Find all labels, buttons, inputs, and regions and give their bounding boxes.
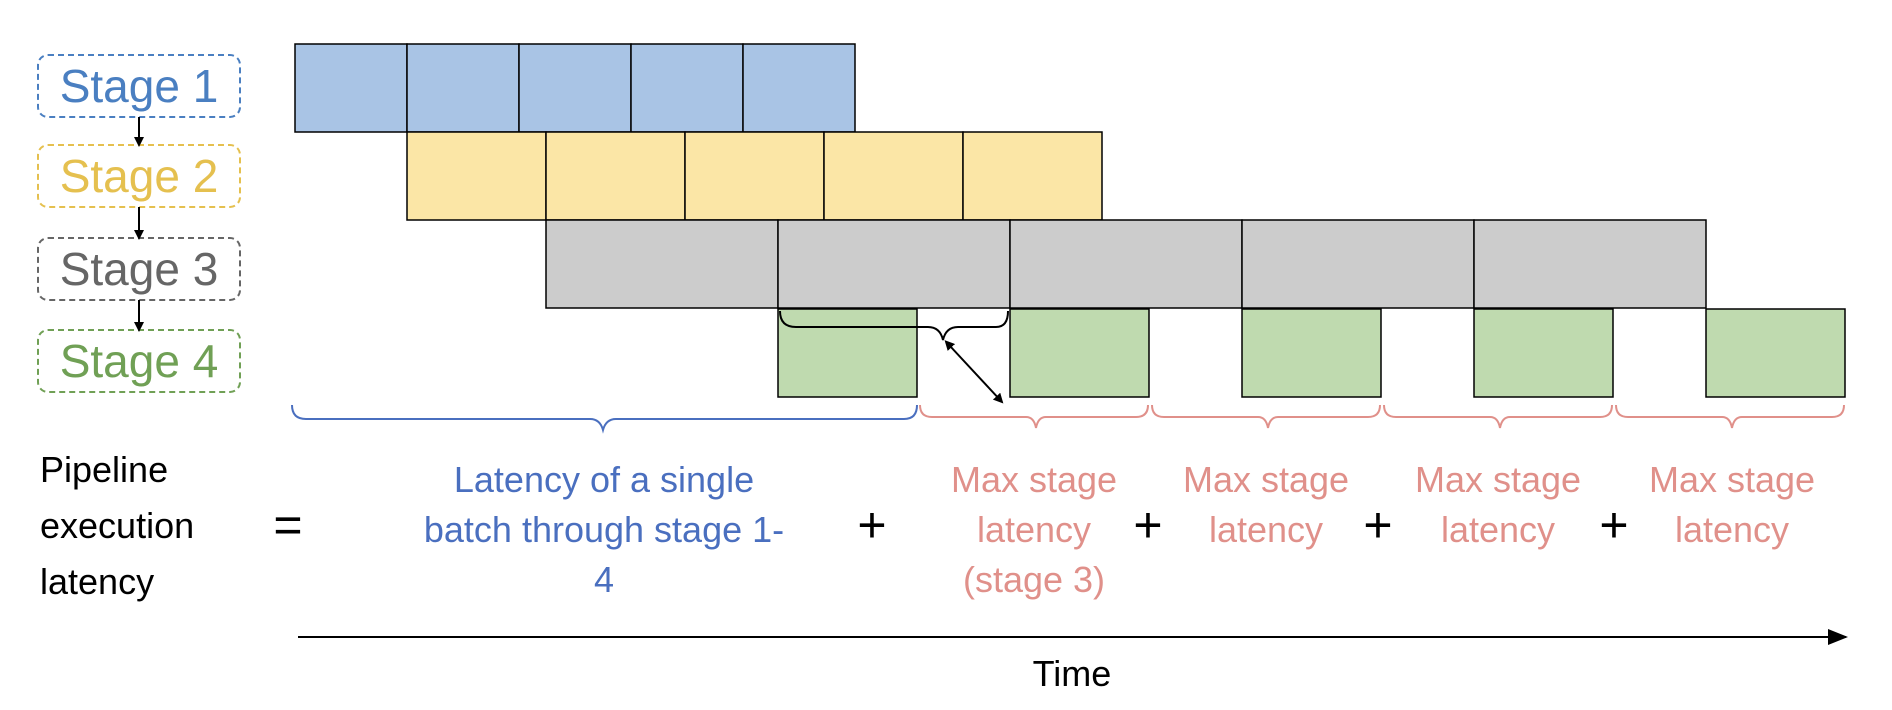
- single-batch-line: Latency of a single: [454, 459, 754, 500]
- max-stage-line: Max stage: [951, 459, 1117, 500]
- max-stage-line: latency: [1209, 509, 1323, 550]
- stage-1-batch-block: [294, 43, 408, 133]
- stage-4-batch-block: [777, 308, 918, 398]
- stage-label-4-text: Stage 4: [60, 335, 219, 387]
- stage-4-batch-block: [1705, 308, 1846, 398]
- max-stage-latency-text: Max stage latency: [1183, 459, 1349, 550]
- single-batch-line: 4: [594, 559, 614, 600]
- max-stage-line: Max stage: [1415, 459, 1581, 500]
- stage-label-3-text: Stage 3: [60, 243, 219, 295]
- stage-2-batch-block: [545, 131, 686, 221]
- stage-1-row: [294, 43, 856, 133]
- stage-4-row: [777, 308, 1846, 398]
- stage-label-3: Stage 3: [37, 237, 241, 301]
- stage-label-1: Stage 1: [37, 54, 241, 118]
- stall-arrow: [944, 340, 1004, 404]
- max-stage-brace: [919, 404, 1149, 429]
- max-stage-brace: [1615, 404, 1845, 429]
- stage-1-batch-block: [742, 43, 856, 133]
- max-stage-line: latency: [977, 509, 1091, 550]
- equals-sign: =: [273, 497, 302, 553]
- time-axis-label: Time: [1033, 653, 1112, 694]
- max-stage-line: Max stage: [1183, 459, 1349, 500]
- stage-label-1-text: Stage 1: [60, 60, 219, 112]
- stage-2-batch-block: [962, 131, 1103, 221]
- stage-1-batch-block: [518, 43, 632, 133]
- lhs-line: Pipeline: [40, 449, 168, 490]
- max-stage-brace: [1151, 404, 1381, 429]
- pipeline-latency-label: Pipeline execution latency: [40, 449, 194, 602]
- stage-2-batch-block: [684, 131, 825, 221]
- stage-4-batch-block: [1241, 308, 1382, 398]
- single-batch-latency-text: Latency of a single batch through stage …: [424, 459, 784, 600]
- stage-2-batch-block: [823, 131, 964, 221]
- max-stage-latency-text: Max stage latency: [1415, 459, 1581, 550]
- plus-sign: +: [1133, 497, 1162, 553]
- max-stage-latency-text: Max stage latency (stage 3): [951, 459, 1117, 600]
- plus-sign: +: [857, 497, 886, 553]
- stage-1-batch-block: [630, 43, 744, 133]
- stage-label-4: Stage 4: [37, 329, 241, 393]
- stage-3-batch-block: [545, 219, 779, 309]
- stall-brace: [779, 310, 1009, 341]
- lhs-line: execution: [40, 505, 194, 546]
- stage-1-batch-block: [406, 43, 520, 133]
- stage-3-batch-block: [1009, 219, 1243, 309]
- max-stage-brace: [1383, 404, 1613, 429]
- stage-2-batch-block: [406, 131, 547, 221]
- max-stage-line: (stage 3): [963, 559, 1105, 600]
- stage-3-batch-block: [777, 219, 1011, 309]
- stage-3-row: [545, 219, 1707, 309]
- max-stage-latency-text: Max stage latency: [1649, 459, 1815, 550]
- stage-4-batch-block: [1473, 308, 1614, 398]
- max-stage-line: latency: [1441, 509, 1555, 550]
- stage-label-1-box: [37, 54, 241, 118]
- max-stage-line: Max stage: [1649, 459, 1815, 500]
- stage-2-row: [406, 131, 1103, 221]
- plus-sign: +: [1363, 497, 1392, 553]
- single-batch-brace: [291, 404, 918, 434]
- stage-3-batch-block: [1241, 219, 1475, 309]
- stage-label-2: Stage 2: [37, 144, 241, 208]
- stage-3-batch-block: [1473, 219, 1707, 309]
- single-batch-line: batch through stage 1-: [424, 509, 784, 550]
- max-stage-line: latency: [1675, 509, 1789, 550]
- stage-label-2-text: Stage 2: [60, 150, 219, 202]
- plus-sign: +: [1599, 497, 1628, 553]
- lhs-line: latency: [40, 561, 154, 602]
- stage-4-batch-block: [1009, 308, 1150, 398]
